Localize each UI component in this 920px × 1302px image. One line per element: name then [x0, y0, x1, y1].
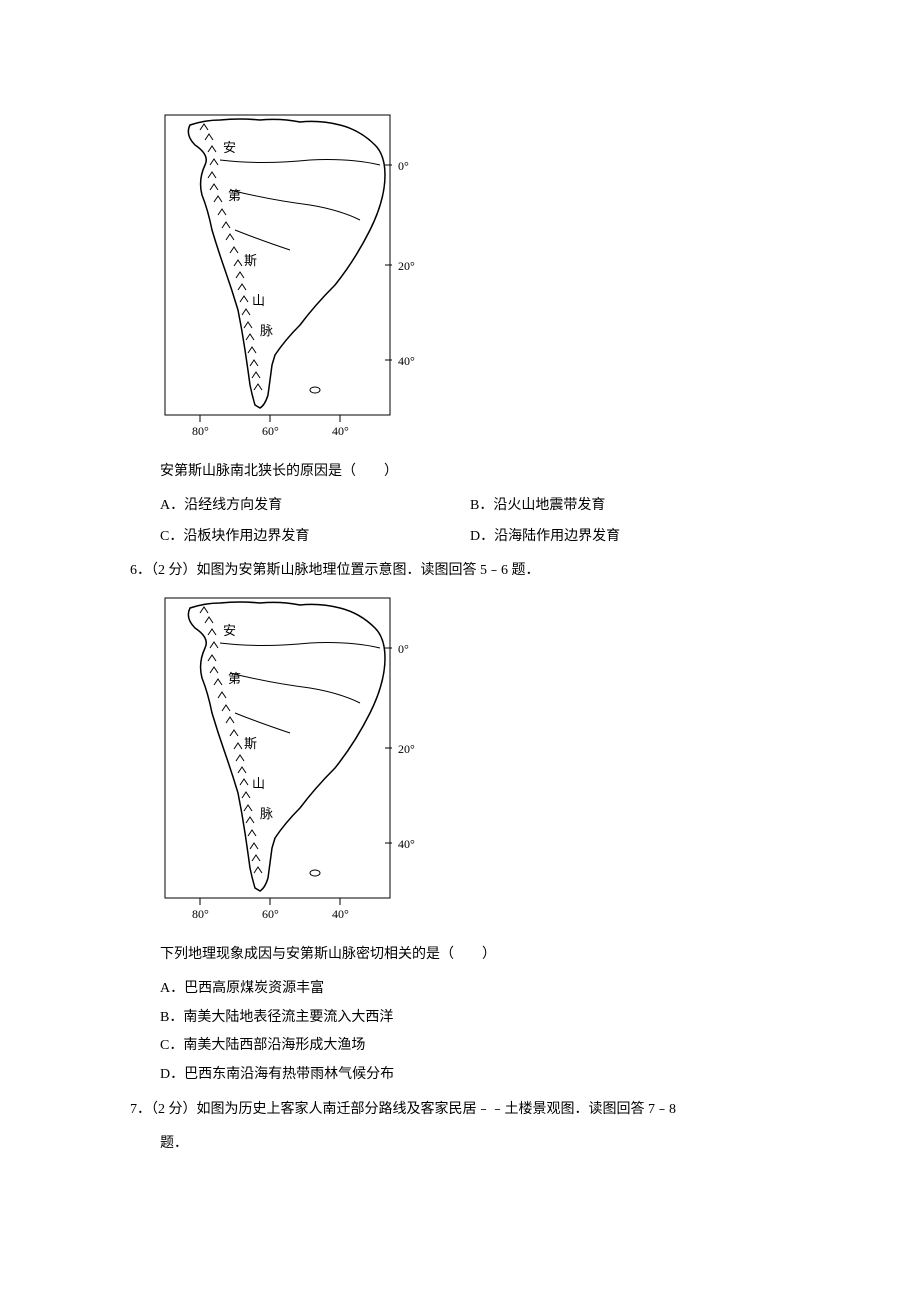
q6-option-b: B．南美大陆地表径流主要流入大西洋: [160, 1005, 790, 1032]
q6-option-c: C．南美大陆西部沿海形成大渔场: [160, 1033, 790, 1060]
q5-option-c: C．沿板块作用边界发育: [160, 524, 470, 551]
lon-label-60-2: 60°: [262, 907, 279, 921]
map-label-si-2: 斯: [244, 736, 257, 751]
map-figure-1: 0° 20° 40° 80° 60° 40°: [160, 110, 790, 451]
lon-label-40: 40°: [332, 424, 349, 438]
q6-header-text: 6．（2 分）如图为安第斯山脉地理位置示意图．读图回答 5﹣6 题．: [130, 558, 790, 585]
lat-label-0-2: 0°: [398, 642, 409, 656]
map-label-si: 斯: [244, 253, 257, 268]
q6-option-d: D．巴西东南沿海有热带雨林气候分布: [160, 1062, 790, 1089]
lat-label-40: 40°: [398, 354, 415, 368]
south-america-map-1: 0° 20° 40° 80° 60° 40°: [160, 110, 420, 440]
map-label-shan-2: 山: [252, 776, 265, 791]
q5-option-d: D．沿海陆作用边界发育: [470, 524, 790, 551]
q6-option-a: A．巴西高原煤炭资源丰富: [160, 976, 790, 1003]
map-label-an-2: 安: [223, 623, 236, 638]
lat-label-0: 0°: [398, 159, 409, 173]
lon-label-80: 80°: [192, 424, 209, 438]
q7-header: 7．（2 分）如图为历史上客家人南迁部分路线及客家民居﹣﹣土楼景观图．读图回答 …: [130, 1097, 790, 1124]
lat-label-20-2: 20°: [398, 742, 415, 756]
lon-label-60: 60°: [262, 424, 279, 438]
map-figure-2: 0° 20° 40° 80° 60° 40°: [160, 593, 790, 934]
lon-label-40-2: 40°: [332, 907, 349, 921]
lat-label-40-2: 40°: [398, 837, 415, 851]
map-label-di-2: 第: [228, 671, 241, 686]
q5-options-row-2: C．沿板块作用边界发育 D．沿海陆作用边界发育: [160, 524, 790, 551]
q5-question: 安第斯山脉南北狭长的原因是（ ）: [160, 459, 790, 486]
lat-label-20: 20°: [398, 259, 415, 273]
map-label-an: 安: [223, 140, 236, 155]
map-label-mai: 脉: [260, 323, 273, 338]
lon-label-80-2: 80°: [192, 907, 209, 921]
q6-header: 6．（2 分）如图为安第斯山脉地理位置示意图．读图回答 5﹣6 题．: [130, 558, 790, 585]
q7-header-line2: 题．: [160, 1131, 790, 1158]
q5-option-a: A．沿经线方向发育: [160, 493, 470, 520]
map-label-di: 第: [228, 188, 241, 203]
q7-header-line1: 7．（2 分）如图为历史上客家人南迁部分路线及客家民居﹣﹣土楼景观图．读图回答 …: [130, 1097, 790, 1124]
q5-option-b: B．沿火山地震带发育: [470, 493, 790, 520]
q6-question: 下列地理现象成因与安第斯山脉密切相关的是（ ）: [160, 942, 790, 969]
q5-options-row-1: A．沿经线方向发育 B．沿火山地震带发育: [160, 493, 790, 520]
south-america-map-2: 0° 20° 40° 80° 60° 40°: [160, 593, 420, 923]
map-label-mai-2: 脉: [260, 806, 273, 821]
map-label-shan: 山: [252, 293, 265, 308]
